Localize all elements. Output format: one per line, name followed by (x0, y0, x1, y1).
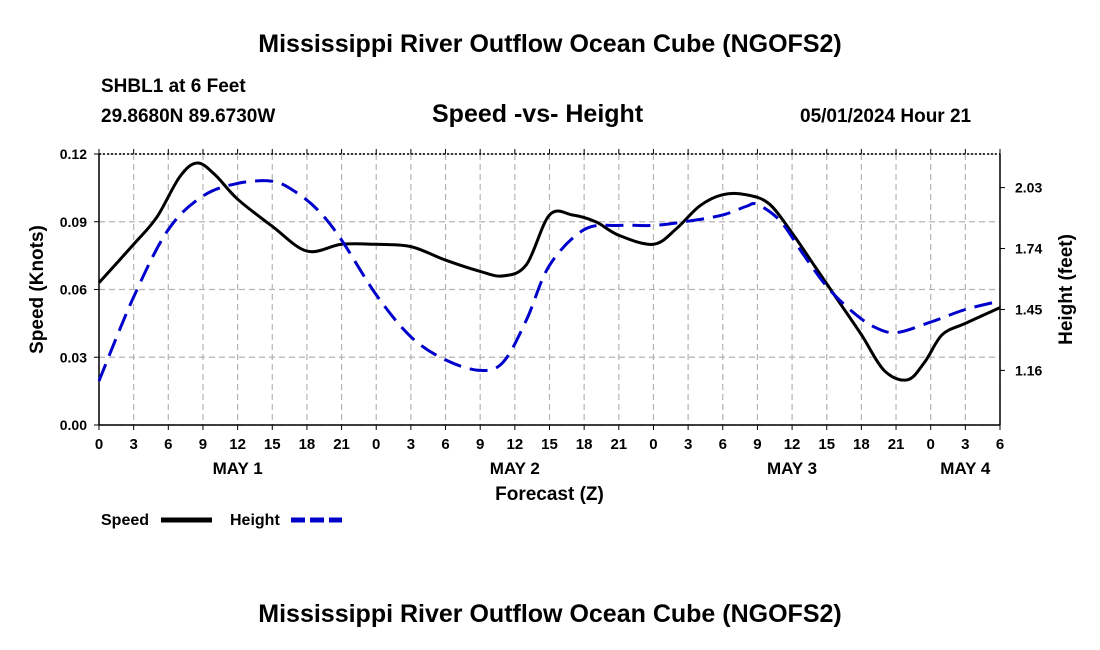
x-tick-label: 6 (164, 436, 172, 453)
x-tick-label: 15 (541, 436, 558, 453)
x-tick-label: 9 (753, 436, 761, 453)
chart-subtitle: Speed -vs- Height (432, 100, 644, 128)
x-tick-label: 3 (129, 436, 137, 453)
x-tick-label: 15 (264, 436, 281, 453)
x-tick-label: 9 (476, 436, 484, 453)
height-series-line (97, 179, 1001, 382)
speed-series-line (97, 161, 1001, 382)
x-tick-label: 15 (818, 436, 835, 453)
date-label: MAY 3 (767, 459, 817, 478)
footer-title: Mississippi River Outflow Ocean Cube (NG… (258, 600, 842, 628)
station-coordinates: 29.8680N 89.6730W (101, 106, 276, 127)
x-tick-label: 9 (199, 436, 207, 453)
y-axis-label: Speed (Knots) (27, 225, 48, 354)
x-tick-label: 18 (299, 436, 316, 453)
y-tick-label: 0.03 (60, 349, 87, 365)
y-tick-label: 0.00 (60, 417, 87, 433)
y-tick-label: 0.09 (60, 214, 87, 230)
x-tick-label: 3 (684, 436, 692, 453)
x-tick-label: 12 (784, 436, 801, 453)
x-tick-label: 3 (961, 436, 969, 453)
y2-tick-label: 1.16 (1015, 362, 1042, 378)
y2-tick-label: 1.45 (1015, 301, 1042, 317)
x-tick-label: 0 (95, 436, 103, 453)
station-label: SHBL1 at 6 Feet (101, 76, 246, 97)
forecast-datetime: 05/01/2024 Hour 21 (800, 106, 972, 127)
x-tick-label: 6 (441, 436, 449, 453)
x-tick-label: 0 (372, 436, 380, 453)
y-tick-label: 0.12 (60, 146, 87, 162)
legend-label-height: Height (230, 512, 280, 529)
x-tick-label: 12 (507, 436, 524, 453)
x-tick-label: 3 (407, 436, 415, 453)
x-tick-label: 18 (853, 436, 870, 453)
x-tick-label: 18 (576, 436, 593, 453)
y2-axis-label: Height (feet) (1056, 234, 1077, 345)
x-axis-label: Forecast (Z) (495, 484, 604, 505)
x-tick-label: 6 (719, 436, 727, 453)
chart-title: Mississippi River Outflow Ocean Cube (NG… (258, 30, 842, 58)
legend-label-speed: Speed (101, 512, 149, 529)
y2-tick-label: 2.03 (1015, 180, 1042, 196)
x-tick-label: 21 (610, 436, 627, 453)
x-tick-label: 21 (333, 436, 350, 453)
x-tick-label: 21 (888, 436, 905, 453)
y-tick-label: 0.06 (60, 282, 87, 298)
date-label: MAY 2 (490, 459, 540, 478)
x-tick-label: 0 (649, 436, 657, 453)
x-tick-label: 12 (229, 436, 246, 453)
x-tick-label: 6 (996, 436, 1004, 453)
date-label: MAY 1 (213, 459, 263, 478)
y2-tick-label: 1.74 (1015, 241, 1042, 257)
date-label: MAY 4 (940, 459, 991, 478)
x-tick-label: 0 (927, 436, 935, 453)
